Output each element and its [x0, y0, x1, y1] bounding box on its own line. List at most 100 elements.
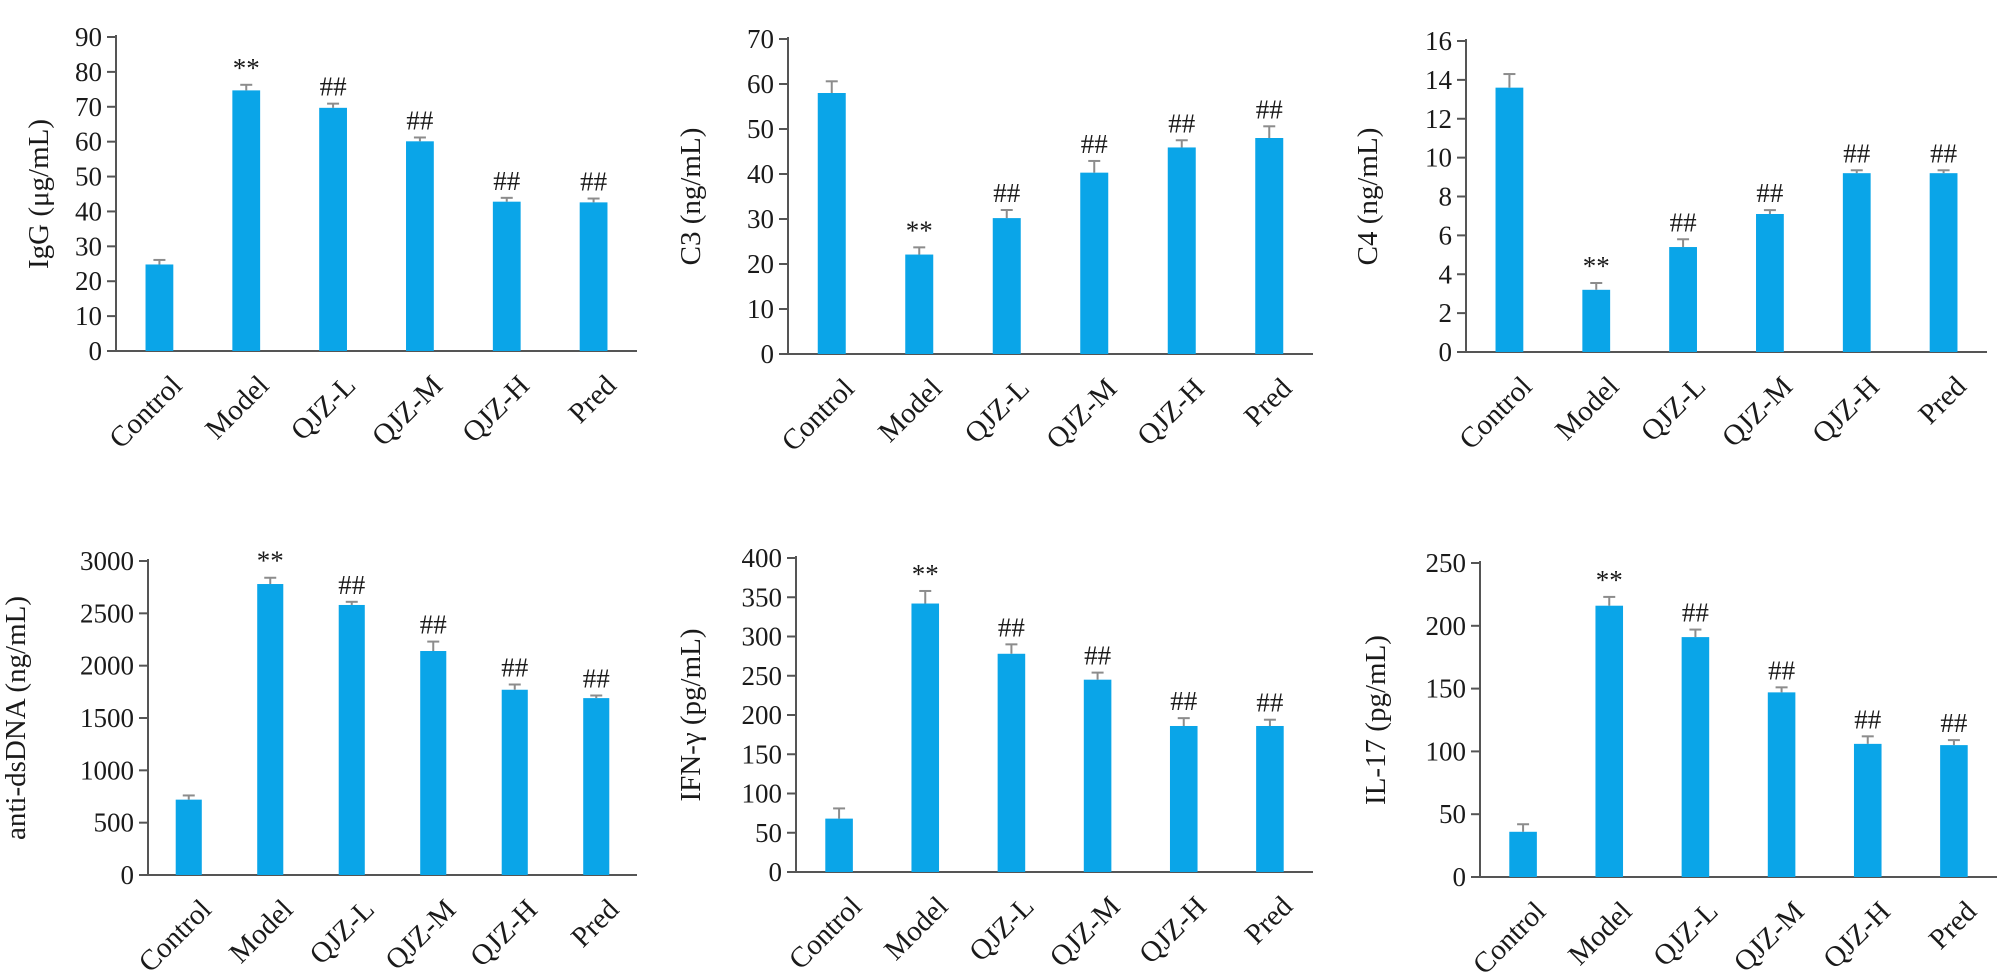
x-category-label: QJZ-H	[1806, 370, 1886, 450]
significance-marker: ##	[1170, 686, 1198, 716]
x-category-label: QJZ-L	[285, 369, 362, 446]
x-category-label: QJZ-L	[304, 893, 381, 970]
x-category-label: Pred	[562, 369, 623, 430]
significance-marker: ##	[1756, 178, 1784, 208]
bar-pred	[1940, 745, 1968, 877]
x-category-label: QJZ-M	[1728, 895, 1811, 978]
y-tick-label: 6	[1439, 220, 1453, 250]
x-category-label: Control	[776, 372, 861, 457]
significance-marker: **	[1583, 251, 1610, 281]
chart-panel-3: 0 2 4 6 8 10 12 14 16 C4 (ng/mL) Control ** Model ## Q…	[1352, 26, 1987, 456]
significance-marker: ##	[1940, 708, 1968, 738]
y-axis-title: C3 (ng/mL)	[675, 128, 707, 266]
y-tick-label: 2	[1439, 298, 1453, 328]
x-category-label: Model	[1562, 895, 1638, 971]
x-category-label: Control	[783, 890, 868, 975]
bar-qjz-m	[1080, 172, 1109, 354]
y-tick-label: 40	[747, 159, 774, 189]
significance-marker: ##	[338, 570, 366, 600]
x-category-label: QJZ-M	[379, 893, 462, 976]
bar-control	[817, 93, 846, 354]
y-tick-label: 2500	[80, 598, 134, 628]
x-category-label: QJZ-L	[1635, 370, 1712, 447]
y-tick-label: 0	[1453, 862, 1467, 892]
y-tick-label: 30	[747, 204, 774, 234]
bar-control	[1495, 87, 1524, 353]
y-tick-label: 10	[1425, 143, 1452, 173]
y-tick-label: 1500	[80, 703, 134, 733]
y-tick-label: 0	[121, 860, 135, 890]
y-tick-label: 30	[75, 231, 102, 261]
chart-panel-4: 0 500 1000 1500 2000 2500 3000 anti-dsDNA (ng/m…	[0, 546, 637, 978]
y-tick-label: 60	[747, 69, 774, 99]
bar-model	[1582, 289, 1611, 352]
y-tick-label: 250	[1426, 548, 1467, 578]
y-tick-label: 90	[75, 22, 102, 52]
significance-marker: ##	[1930, 138, 1958, 168]
bar-qjz-m	[1083, 679, 1112, 872]
x-category-label: QJZ-H	[1131, 372, 1211, 452]
bar-qjz-m	[420, 651, 447, 875]
y-tick-label: 70	[747, 24, 774, 54]
x-category-label: Control	[1453, 370, 1538, 455]
bar-qjz-l	[319, 107, 347, 351]
significance-marker: ##	[420, 610, 448, 640]
significance-marker: ##	[1084, 641, 1112, 671]
y-tick-label: 14	[1425, 65, 1453, 95]
y-tick-label: 400	[742, 543, 783, 573]
bar-qjz-h	[1169, 725, 1198, 872]
y-tick-label: 500	[94, 808, 135, 838]
significance-marker: ##	[1682, 598, 1710, 628]
y-tick-label: 40	[75, 196, 102, 226]
bar-pred	[1256, 725, 1284, 872]
y-tick-label: 250	[742, 661, 783, 691]
y-axis-title: IFN-γ (pg/mL)	[675, 628, 707, 801]
x-category-label: QJZ-H	[456, 369, 536, 449]
significance-marker: **	[912, 559, 939, 589]
y-tick-label: 10	[747, 294, 774, 324]
x-category-label: Control	[133, 893, 218, 978]
y-tick-label: 20	[747, 249, 774, 279]
significance-marker: ##	[501, 653, 529, 683]
significance-marker: ##	[1843, 138, 1871, 168]
significance-marker: ##	[1081, 129, 1109, 159]
y-tick-label: 12	[1425, 104, 1452, 134]
significance-marker: ##	[583, 663, 611, 693]
significance-marker: ##	[998, 612, 1026, 642]
y-tick-label: 350	[742, 582, 783, 612]
y-axis-title: anti-dsDNA (ng/mL)	[0, 596, 32, 840]
significance-marker: ##	[580, 167, 608, 197]
bar-control	[825, 818, 853, 872]
bar-control	[1509, 831, 1537, 877]
y-tick-label: 0	[1439, 337, 1453, 367]
significance-marker: ##	[1768, 655, 1796, 685]
y-tick-label: 10	[75, 301, 102, 331]
y-tick-label: 3000	[80, 546, 134, 576]
bar-model	[911, 603, 940, 872]
y-tick-label: 60	[75, 127, 102, 157]
x-category-label: QJZ-H	[1817, 895, 1897, 975]
x-category-label: Model	[878, 890, 954, 966]
bar-qjz-l	[1681, 637, 1710, 877]
y-tick-label: 100	[1426, 736, 1467, 766]
x-category-label: Model	[1549, 370, 1625, 446]
x-category-label: Control	[1467, 895, 1552, 978]
y-axis-title: IL-17 (pg/mL)	[1360, 635, 1392, 805]
x-category-label: QJZ-M	[1716, 370, 1799, 453]
significance-marker: ##	[320, 72, 348, 102]
y-tick-label: 50	[755, 818, 782, 848]
significance-marker: ##	[1854, 704, 1882, 734]
y-tick-label: 0	[769, 857, 783, 887]
significance-marker: **	[906, 215, 933, 245]
x-category-label: Pred	[1912, 370, 1973, 431]
significance-marker: **	[233, 53, 260, 83]
y-axis-title: C4 (ng/mL)	[1352, 128, 1384, 266]
significance-marker: ##	[1256, 688, 1284, 718]
y-axis-title: IgG (μg/mL)	[23, 119, 55, 269]
x-category-label: Pred	[1238, 372, 1299, 433]
y-tick-label: 16	[1425, 26, 1452, 56]
y-tick-label: 0	[89, 336, 103, 366]
y-tick-label: 200	[1426, 611, 1467, 641]
y-tick-label: 70	[75, 92, 102, 122]
bar-qjz-l	[992, 218, 1021, 354]
